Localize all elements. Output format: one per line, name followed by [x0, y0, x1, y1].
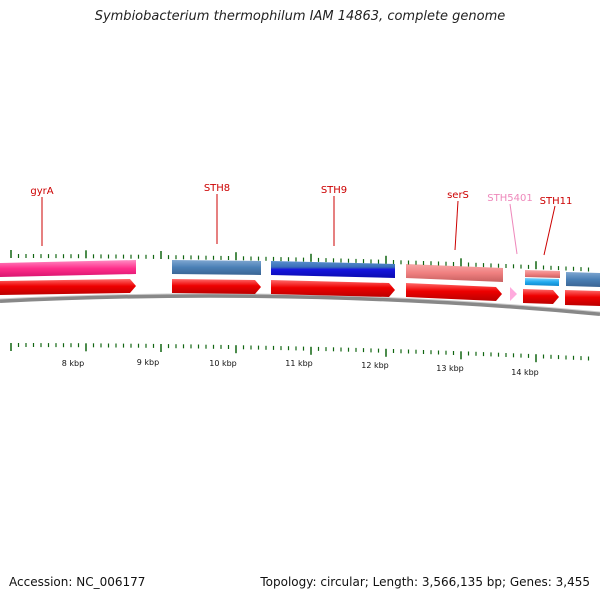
pointer-sers [454, 200, 459, 251]
kbp-label-12: 12 kbp [361, 361, 389, 370]
genome-summary-text: Topology: circular; Length: 3,566,135 bp… [260, 575, 590, 589]
gene-label-sth11: STH11 [540, 196, 573, 207]
feature-sth11-upper [525, 270, 560, 278]
gene-label-sth8: STH8 [204, 183, 230, 194]
gene-arrow-sth8 [172, 279, 261, 294]
gene-label-gyrA: gyrA [30, 186, 53, 197]
gene-arrow-sth9 [271, 280, 395, 297]
gene-arrow-sers [406, 283, 502, 301]
genome-backbone-arc [0, 293, 600, 316]
genome-backbone-highlight [0, 293, 600, 313]
lower-tick-row [10, 343, 590, 363]
genome-title: Symbiobacterium thermophilum IAM 14863, … [94, 9, 506, 24]
kbp-label-9: 9 kbp [137, 358, 159, 367]
feature-sth11-cyan [525, 278, 559, 286]
kbp-label-11: 11 kbp [285, 359, 313, 368]
kbp-label-13: 13 kbp [436, 364, 464, 373]
gene-arrow-sth11 [523, 289, 559, 304]
gene-arrow-gyrA [0, 279, 136, 295]
gene-label-sth5401: STH5401 [487, 193, 532, 204]
gene-arrow-sth5401 [510, 287, 517, 301]
accession-text: Accession: NC_006177 [9, 575, 146, 589]
upper-tick-row [10, 250, 590, 272]
feature-sth8 [172, 260, 261, 275]
feature-gyrA [0, 260, 136, 277]
kbp-label-8: 8 kbp [62, 359, 84, 368]
feature-steel-edge [566, 272, 600, 287]
kbp-label-10: 10 kbp [209, 359, 237, 368]
feature-sth9 [271, 261, 395, 278]
gene-label-sth9: STH9 [321, 185, 347, 196]
pointer-sth5401 [509, 203, 518, 255]
feature-sers [406, 264, 503, 282]
gene-label-sers: serS [447, 190, 469, 201]
kbp-label-14: 14 kbp [511, 368, 539, 377]
pointer-sth11 [543, 205, 556, 256]
gene-arrow-edge [565, 290, 600, 306]
